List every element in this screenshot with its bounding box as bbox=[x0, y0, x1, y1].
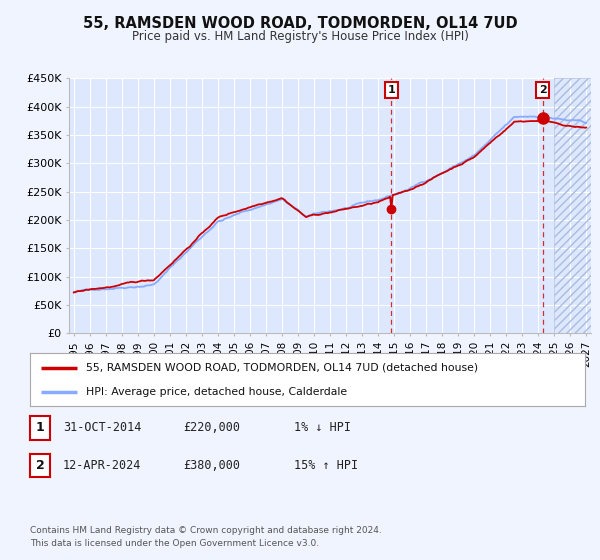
Text: 1: 1 bbox=[388, 85, 395, 95]
Text: 1% ↓ HPI: 1% ↓ HPI bbox=[294, 421, 351, 435]
Text: 2: 2 bbox=[539, 85, 547, 95]
Text: 1: 1 bbox=[35, 421, 44, 435]
Text: 55, RAMSDEN WOOD ROAD, TODMORDEN, OL14 7UD: 55, RAMSDEN WOOD ROAD, TODMORDEN, OL14 7… bbox=[83, 16, 517, 31]
Text: Contains HM Land Registry data © Crown copyright and database right 2024.: Contains HM Land Registry data © Crown c… bbox=[30, 526, 382, 535]
Text: 55, RAMSDEN WOOD ROAD, TODMORDEN, OL14 7UD (detached house): 55, RAMSDEN WOOD ROAD, TODMORDEN, OL14 7… bbox=[86, 363, 478, 373]
Text: 15% ↑ HPI: 15% ↑ HPI bbox=[294, 459, 358, 472]
Text: 31-OCT-2014: 31-OCT-2014 bbox=[63, 421, 142, 435]
Text: 12-APR-2024: 12-APR-2024 bbox=[63, 459, 142, 472]
Text: Price paid vs. HM Land Registry's House Price Index (HPI): Price paid vs. HM Land Registry's House … bbox=[131, 30, 469, 43]
Text: £220,000: £220,000 bbox=[183, 421, 240, 435]
Text: £380,000: £380,000 bbox=[183, 459, 240, 472]
Text: HPI: Average price, detached house, Calderdale: HPI: Average price, detached house, Cald… bbox=[86, 386, 347, 396]
Text: 2: 2 bbox=[35, 459, 44, 472]
Text: This data is licensed under the Open Government Licence v3.0.: This data is licensed under the Open Gov… bbox=[30, 539, 319, 548]
